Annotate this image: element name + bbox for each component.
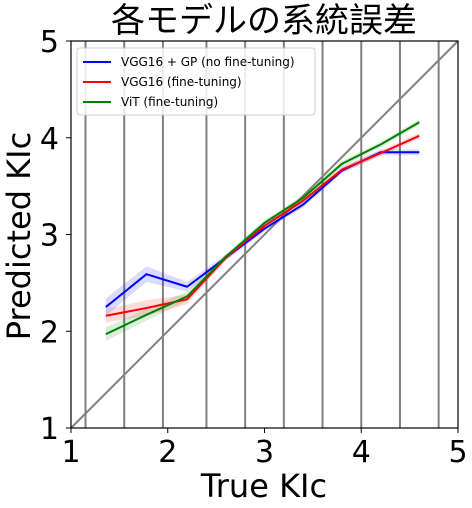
y-tick-label: 2	[40, 315, 59, 350]
series-2-line	[105, 121, 420, 336]
x-ticks: 1 2 3 4 5	[61, 428, 468, 470]
y-tick-label: 1	[40, 412, 59, 447]
y-tick-label: 3	[40, 219, 59, 254]
reference-line	[70, 40, 459, 429]
x-tick-label: 1	[61, 435, 80, 470]
series-0-line	[105, 151, 420, 308]
series-0-band	[105, 149, 420, 316]
legend-box	[76, 47, 316, 116]
series-lines	[105, 121, 420, 336]
x-tick-label: 2	[158, 435, 177, 470]
x-tick-label: 4	[352, 435, 371, 470]
x-tick-label: 5	[448, 435, 467, 470]
legend-entry-2: ViT (fine-tuning)	[121, 95, 218, 109]
legend-entry-0: VGG16 + GP (no fine-tuning)	[121, 55, 295, 69]
series-1-line	[105, 134, 420, 317]
x-tick-label: 3	[255, 435, 274, 470]
legend: VGG16 + GP (no fine-tuning) VGG16 (fine-t…	[76, 47, 316, 116]
y-tick-label: 5	[40, 25, 59, 60]
y-tick-label: 4	[40, 122, 59, 157]
legend-entry-1: VGG16 (fine-tuning)	[121, 75, 242, 89]
y-axis-label: Predicted KIc	[0, 132, 38, 340]
chart-title: 各モデルの系統誤差	[111, 1, 417, 41]
y-ticks: 1 2 3 4 5	[40, 25, 71, 447]
x-axis-label: True KIc	[200, 467, 327, 505]
